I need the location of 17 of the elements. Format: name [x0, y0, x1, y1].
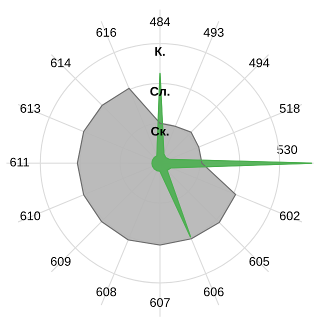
- spoke-label: 494: [249, 58, 270, 68]
- spoke-label: 614: [50, 58, 71, 68]
- spoke-label: 613: [20, 104, 40, 113]
- spoke-label: 607: [150, 298, 170, 307]
- spoke-label: 608: [96, 287, 116, 296]
- y-tick-label: К.: [155, 47, 165, 56]
- spoke-label: 610: [20, 211, 40, 220]
- spoke-label: 609: [50, 256, 71, 266]
- spoke-label: 606: [204, 287, 224, 296]
- spoke-label: 484: [150, 17, 170, 26]
- spoke-label: 493: [204, 28, 224, 37]
- spoke-label: 611: [10, 158, 29, 167]
- spoke-label: 518: [280, 104, 300, 113]
- spoke-label: 605: [249, 256, 270, 266]
- spoke-label: 530: [277, 145, 298, 154]
- spoke-label: 616: [96, 28, 116, 37]
- spoke-label: 602: [280, 211, 300, 220]
